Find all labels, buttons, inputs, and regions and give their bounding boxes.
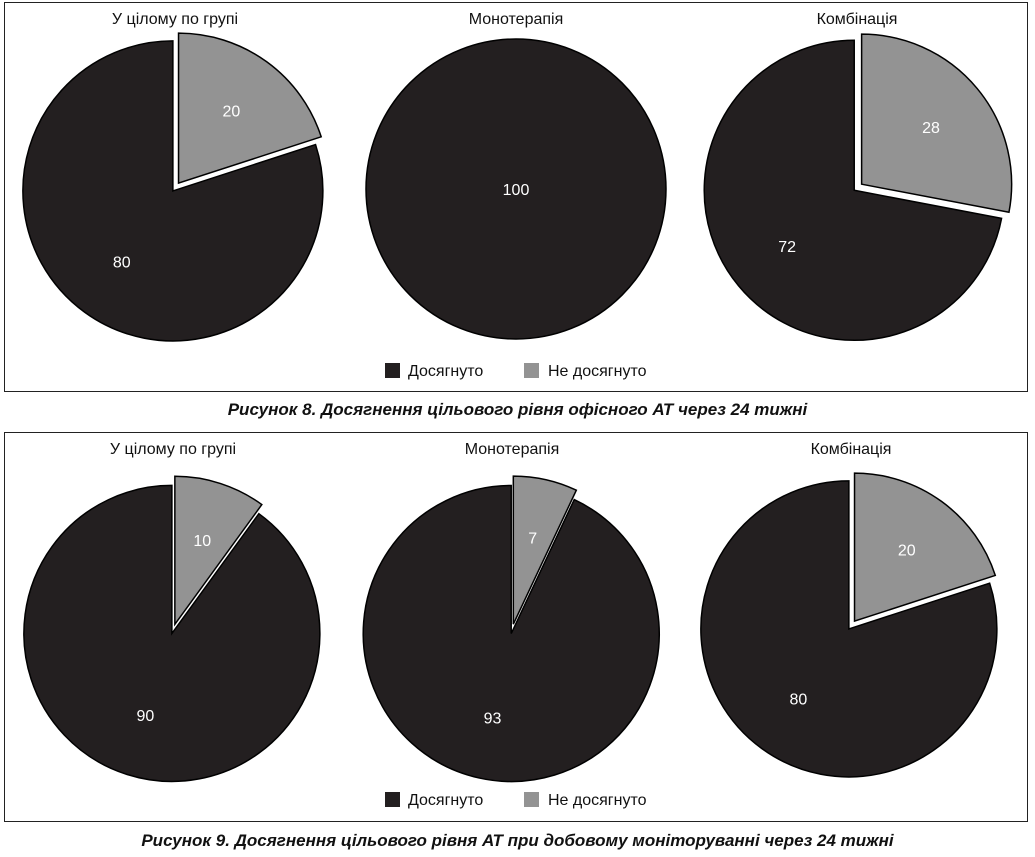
figure-9-charts: У цілому по групі 90 10 Монотерапія 93 7 Комбі…: [23, 441, 998, 809]
pie-slice-achieved: [23, 484, 321, 783]
pie-slice-achieved: [703, 39, 1003, 341]
pie-title: Комбінація: [817, 11, 898, 28]
pie-chart-3: Комбінація 80 20: [700, 441, 998, 778]
slice-value-label: 20: [223, 103, 241, 120]
legend-label-achieved: Досягнуто: [408, 792, 483, 809]
figure-8-caption: Рисунок 8. Досягнення цільового рівня оф…: [227, 400, 808, 419]
slice-value-label: 100: [503, 182, 530, 199]
slice-value-label: 20: [898, 542, 916, 559]
pie-title: У цілому по групі: [110, 441, 236, 458]
pie-slice-not-achieved: [860, 33, 1013, 214]
pie-slice-not-achieved: [853, 472, 997, 623]
figure-9-caption: Рисунок 9. Досягнення цільового рівня АТ…: [141, 831, 894, 850]
legend: Досягнуто Не досягнуто: [385, 792, 647, 809]
pie-chart-2: Монотерапія 93 7: [362, 441, 660, 783]
legend: Досягнуто Не досягнуто: [385, 363, 647, 380]
legend-label-not-achieved: Не досягнуто: [548, 792, 647, 809]
legend-swatch-achieved: [385, 792, 400, 807]
slice-value-label: 10: [193, 533, 211, 550]
pie-slice-achieved: [22, 40, 324, 342]
figure-9-panel: У цілому по групі 90 10 Монотерапія 93 7 Комбі…: [4, 432, 1028, 822]
pie-chart-3: Комбінація 72 28: [703, 11, 1013, 341]
pie-title: У цілому по групі: [112, 11, 238, 28]
slice-value-label: 72: [778, 239, 796, 256]
pie-slice-not-achieved: [512, 475, 578, 625]
legend-swatch-not-achieved: [524, 363, 539, 378]
slice-value-label: 93: [484, 710, 502, 727]
pie-slice-achieved: [362, 484, 660, 783]
legend-label-achieved: Досягнуто: [408, 363, 483, 380]
pie-slice-achieved: [365, 38, 667, 340]
pie-chart-1: У цілому по групі 80 20: [22, 11, 324, 342]
pie-title: Монотерапія: [469, 11, 564, 28]
pie-slice-not-achieved: [177, 32, 323, 185]
pie-slice-achieved: [700, 480, 998, 778]
legend-swatch-achieved: [385, 363, 400, 378]
pie-slice-not-achieved: [174, 475, 263, 627]
pie-chart-1: У цілому по групі 90 10: [23, 441, 321, 783]
slice-value-label: 90: [136, 708, 154, 725]
legend-swatch-not-achieved: [524, 792, 539, 807]
pie-title: Комбінація: [811, 441, 892, 458]
figure-8-charts: У цілому по групі 80 20 Монотерапія 100 Комбі…: [22, 11, 1013, 380]
slice-value-label: 80: [113, 254, 131, 271]
pie-title: Монотерапія: [465, 441, 560, 458]
slice-value-label: 80: [790, 691, 808, 708]
figure-8-panel: У цілому по групі 80 20 Монотерапія 100 Комбі…: [4, 2, 1028, 392]
slice-value-label: 28: [922, 120, 940, 137]
legend-label-not-achieved: Не досягнуто: [548, 363, 647, 380]
slice-value-label: 7: [528, 530, 537, 547]
pie-chart-2: Монотерапія 100: [365, 11, 667, 340]
